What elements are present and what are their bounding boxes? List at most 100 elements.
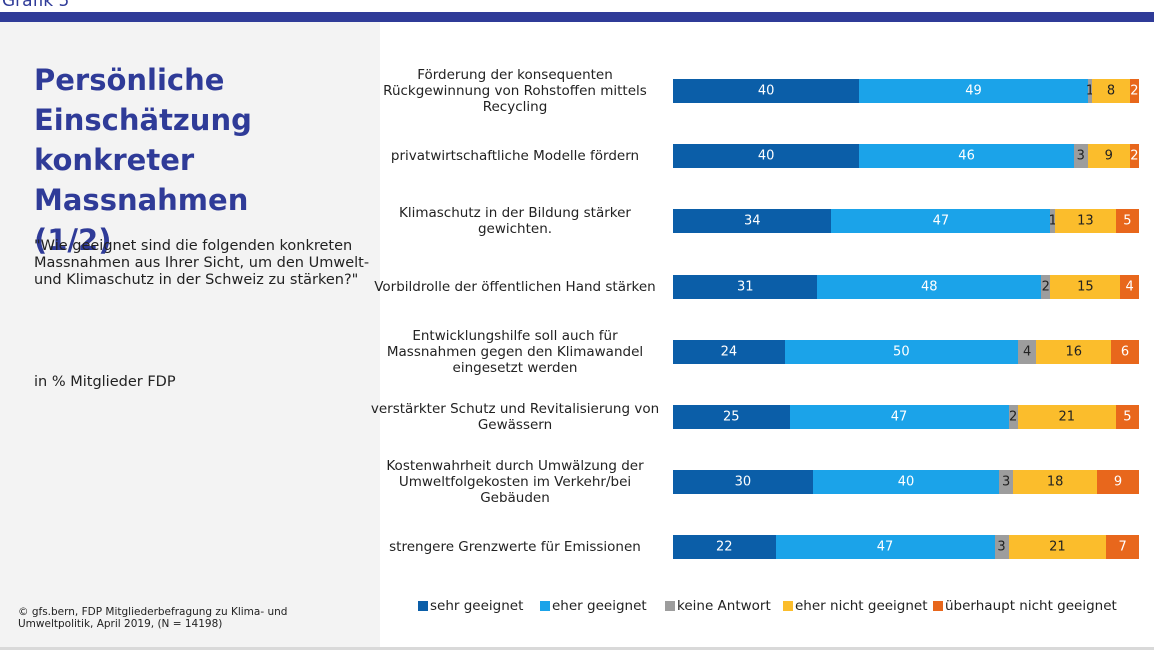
bar-segment <box>673 79 860 103</box>
legend-swatch <box>418 601 428 611</box>
data-label: 25 <box>722 409 740 425</box>
data-label: 4 <box>1125 279 1134 295</box>
bar-segment <box>1041 274 1051 299</box>
data-label: 9 <box>1113 474 1123 490</box>
data-label: 7 <box>1118 539 1127 555</box>
bar-segment <box>1055 209 1116 234</box>
bar-segment <box>1092 79 1130 103</box>
bar-segment <box>994 535 1009 560</box>
data-label: 24 <box>720 344 738 360</box>
legend-swatch <box>540 601 550 611</box>
data-label: 8 <box>1106 83 1116 99</box>
legend-label: eher geeignet <box>552 598 647 614</box>
title: Persönliche Einschätzung konkreter Massn… <box>34 63 252 257</box>
data-label: 21 <box>1058 409 1076 425</box>
bar-segment <box>673 209 832 234</box>
legend-label: keine Antwort <box>677 598 771 614</box>
bar-segment <box>1087 144 1130 169</box>
bar-segment <box>673 535 776 560</box>
category-label: Vorbildrolle der öffentlichen Hand stärk… <box>374 278 656 295</box>
data-label: 18 <box>1046 474 1064 490</box>
data-label: 5 <box>1123 213 1132 229</box>
data-label: 9 <box>1104 148 1113 164</box>
data-label: 49 <box>965 83 982 99</box>
data-label: 34 <box>743 213 761 229</box>
bar-segment <box>1115 209 1139 234</box>
header: Grafik 5 <box>2 0 70 11</box>
data-label: 2 <box>1130 148 1139 164</box>
bar-segment <box>1129 144 1139 169</box>
category-label: Kostenwahrheit durch Umwälzung der Umwel… <box>386 458 644 507</box>
bar-segment <box>789 405 1009 429</box>
data-label: 47 <box>890 409 908 425</box>
bar-segment <box>859 79 1088 103</box>
data-label: 3 <box>1002 474 1011 490</box>
bar-segment <box>999 470 1014 495</box>
category-label: verstärkter Schutz und Revitalisierung v… <box>370 401 660 433</box>
data-label: 47 <box>876 539 894 555</box>
data-label: 50 <box>893 344 910 360</box>
data-label: 31 <box>736 279 754 295</box>
bar-segment <box>859 144 1074 169</box>
legend-label: überhaupt nicht geeignet <box>945 598 1117 614</box>
bar-segment <box>1073 144 1088 169</box>
bottom-line <box>0 647 1154 650</box>
legend-label: eher nicht geeignet <box>795 598 928 614</box>
bar-segment <box>1013 470 1098 495</box>
data-label: 3 <box>997 539 1006 555</box>
data-label: 40 <box>897 474 915 490</box>
category-label: privatwirtschaftliche Modelle fördern <box>390 148 640 165</box>
category-label: Klimaschutz in der Bildung stärker gewic… <box>399 205 631 238</box>
data-label: 6 <box>1120 344 1130 360</box>
bar-segment <box>1087 79 1093 103</box>
data-label: 1 <box>1048 213 1057 229</box>
legend-swatch <box>783 601 793 611</box>
bar-segment <box>1106 535 1139 560</box>
bar-segment <box>1008 535 1107 560</box>
bar-segment <box>831 209 1051 234</box>
bar-segment <box>812 470 1000 495</box>
bar-segment <box>1120 274 1139 299</box>
bar-segment <box>673 470 813 495</box>
data-label: 16 <box>1065 344 1083 360</box>
data-label: 47 <box>932 213 950 229</box>
data-label: 46 <box>958 148 975 164</box>
side-panel <box>0 22 380 647</box>
data-label: 1 <box>1085 83 1095 99</box>
bar-segment <box>1129 79 1139 103</box>
bar-segment <box>775 535 995 560</box>
bar-segment <box>1050 209 1056 234</box>
bar-segment <box>1008 405 1018 429</box>
category-label: Entwicklungshilfe soll auch für Massnahm… <box>386 327 644 376</box>
data-label: 13 <box>1077 213 1094 229</box>
unit-note: in % Mitglieder FDP <box>34 374 176 390</box>
data-label: 30 <box>734 474 752 490</box>
top-band <box>0 12 1154 22</box>
bar-segment <box>784 339 1018 364</box>
data-label: 2 <box>1130 83 1139 99</box>
data-label: 40 <box>757 148 775 164</box>
data-label: 2 <box>1009 409 1018 425</box>
bar-segment <box>817 274 1042 299</box>
legend-swatch <box>665 601 675 611</box>
data-label: 2 <box>1041 279 1050 295</box>
source: © gfs.bern, FDP Mitgliederbefragung zu K… <box>18 606 288 630</box>
data-label: 21 <box>1049 539 1066 555</box>
subtitle: "Wie geeignet sind die folgenden konkret… <box>34 238 370 288</box>
data-label: 15 <box>1077 279 1094 295</box>
legend-label: sehr geeignet <box>430 598 524 614</box>
data-label: 3 <box>1076 148 1085 164</box>
bar-segment <box>1017 339 1037 364</box>
bar-segment <box>673 144 860 169</box>
bar-segment <box>1017 405 1116 429</box>
bar-segment <box>673 339 785 364</box>
legend-swatch <box>933 601 943 611</box>
bar-segment <box>1115 405 1139 429</box>
bar-segment <box>1036 339 1112 364</box>
category-label: Förderung der konsequenten Rückgewinnung… <box>383 67 647 115</box>
bar-segment <box>1111 339 1139 364</box>
bar-segment <box>673 405 790 429</box>
bar-segment <box>673 274 818 299</box>
data-label: 48 <box>921 279 938 295</box>
